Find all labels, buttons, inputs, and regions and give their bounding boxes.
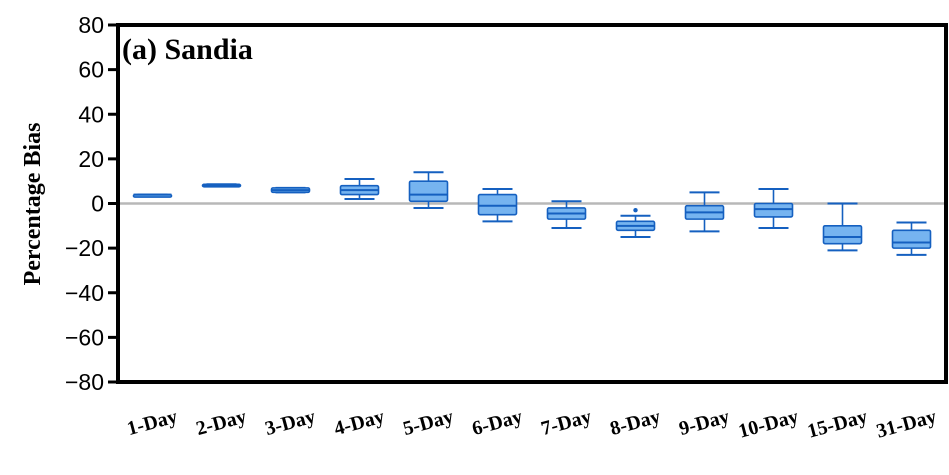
y-tick-label: −80 <box>65 369 104 395</box>
y-tick-label: 60 <box>78 57 104 83</box>
iqr-box <box>891 229 932 249</box>
y-axis-ticks: 80 60 40 20 0 −20 −40 −60 −80 <box>65 12 118 395</box>
x-tick-label: 6-Day <box>470 406 525 440</box>
x-tick-label: 5-Day <box>401 406 456 440</box>
y-tick-label: −20 <box>65 235 104 261</box>
box-series <box>132 171 932 256</box>
x-tick-label: 9-Day <box>677 406 732 440</box>
x-tick-label: 2-Day <box>194 406 249 440</box>
x-tick-label: 1-Day <box>125 406 180 440</box>
box-15-Day <box>822 202 863 252</box>
box-31-Day <box>891 221 932 256</box>
y-tick-label: 40 <box>78 101 104 127</box>
outlier-point <box>633 207 638 213</box>
iqr-box <box>408 180 449 203</box>
iqr-box <box>753 202 794 218</box>
box-6-Day <box>477 187 518 223</box>
iqr-box <box>477 193 518 216</box>
x-tick-label: 10-Day <box>736 406 801 443</box>
x-tick-label: 31-Day <box>874 406 939 443</box>
y-tick-label: −40 <box>65 280 104 306</box>
box-8-Day <box>615 207 656 238</box>
x-tick-label: 15-Day <box>805 406 870 443</box>
box-1-Day <box>132 193 173 198</box>
y-axis-label: Percentage Bias <box>20 123 46 286</box>
y-tick-label: −60 <box>65 324 104 350</box>
box-3-Day <box>270 186 311 194</box>
y-tick-label: 80 <box>78 12 104 38</box>
x-tick-label: 4-Day <box>332 406 387 440</box>
x-tick-label: 3-Day <box>263 406 318 440</box>
y-tick-label: 20 <box>78 146 104 172</box>
box-4-Day <box>339 177 380 201</box>
y-tick-label: 0 <box>91 191 104 217</box>
box-2-Day <box>201 183 242 188</box>
box-9-Day <box>684 191 725 233</box>
box-10-Day <box>753 187 794 230</box>
x-tick-label: 7-Day <box>539 406 594 440</box>
box-5-Day <box>408 171 449 209</box>
iqr-box <box>822 225 863 245</box>
x-tick-label: 8-Day <box>608 406 663 440</box>
box-7-Day <box>546 200 587 230</box>
chart-title: (a) Sandia <box>122 33 253 66</box>
x-axis-ticks: 1-Day 2-Day 3-Day 4-Day 5-Day 6-Day 7-Day 8-Day… <box>125 406 939 443</box>
plot-frame <box>116 23 948 384</box>
